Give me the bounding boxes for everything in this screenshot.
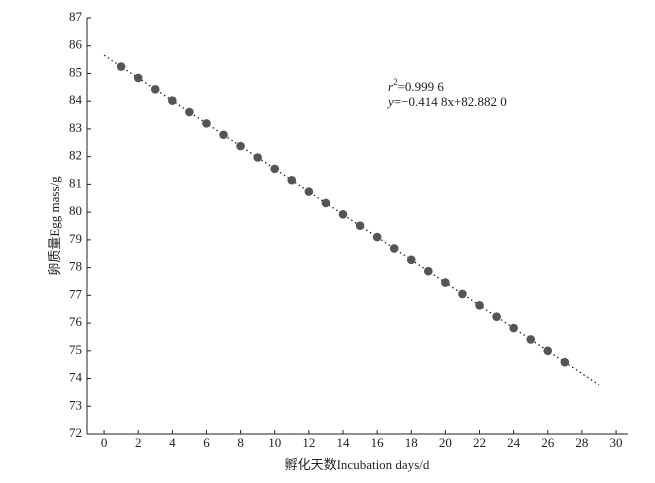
point <box>492 312 501 321</box>
annotation-var: r <box>388 79 394 94</box>
x-tick-label: 26 <box>541 435 555 450</box>
y-tick-label: 85 <box>69 64 82 79</box>
point <box>116 62 126 71</box>
point <box>543 346 553 356</box>
x-axis-label: 孵化天数Incubation days/d <box>285 457 430 472</box>
point <box>304 187 314 196</box>
x-tick-label: 16 <box>371 435 385 450</box>
annotation-var: y <box>386 94 394 109</box>
point <box>321 198 331 208</box>
y-tick-label: 79 <box>69 231 82 246</box>
point <box>236 141 245 151</box>
point <box>202 119 211 128</box>
point <box>219 130 228 140</box>
y-tick-label: 77 <box>69 286 83 301</box>
y-tick-label: 74 <box>69 370 83 385</box>
point <box>372 232 382 242</box>
x-tick-label: 0 <box>101 435 108 450</box>
point <box>441 278 450 287</box>
point <box>287 175 297 185</box>
annotation-equation: y=−0.414 8x+82.882 0 <box>386 94 507 109</box>
y-tick-label: 86 <box>69 37 83 52</box>
point <box>133 73 143 83</box>
x-tick-label: 20 <box>439 435 452 450</box>
point <box>560 357 570 367</box>
y-tick-label: 73 <box>69 397 82 412</box>
point <box>475 301 484 310</box>
x-tick-label: 6 <box>203 435 210 450</box>
y-tick-label: 75 <box>69 342 82 357</box>
y-tick-label: 81 <box>69 175 82 190</box>
x-tick-label: 24 <box>507 435 521 450</box>
x-tick-label: 28 <box>575 435 588 450</box>
point <box>509 323 518 333</box>
point <box>424 266 433 276</box>
y-tick-label: 76 <box>69 314 83 329</box>
point <box>185 107 194 117</box>
annotation-text: =−0.414 8x+82.882 0 <box>394 94 507 109</box>
point <box>458 289 467 299</box>
y-tick-label: 80 <box>69 203 82 218</box>
point <box>168 96 177 105</box>
point <box>406 255 416 265</box>
x-tick-label: 12 <box>302 435 315 450</box>
annotation-r2: r2=0.999 6 <box>388 77 444 94</box>
point <box>355 221 365 231</box>
x-tick-label: 18 <box>405 435 418 450</box>
point <box>526 335 536 344</box>
y-tick-label: 87 <box>69 9 83 24</box>
x-tick-label: 10 <box>268 435 281 450</box>
trendline <box>103 54 600 386</box>
x-tick-label: 2 <box>135 435 142 450</box>
y-tick-label: 78 <box>69 259 82 274</box>
annotation-text: =0.999 6 <box>398 79 445 94</box>
point <box>270 164 280 174</box>
point <box>253 153 262 162</box>
y-tick-label: 82 <box>69 148 82 163</box>
x-tick-label: 30 <box>610 435 623 450</box>
point <box>150 84 160 94</box>
y-axis-label: 卵质量Egg mass/g <box>47 176 62 276</box>
y-tick-label: 83 <box>69 120 82 135</box>
x-tick-label: 8 <box>237 435 244 450</box>
x-tick-label: 4 <box>169 435 176 450</box>
point <box>389 244 399 253</box>
annotation-sup: 2 <box>393 77 398 87</box>
y-tick-label: 72 <box>69 425 82 440</box>
x-tick-label: 14 <box>336 435 350 450</box>
y-tick-label: 84 <box>69 92 83 107</box>
point <box>338 210 348 219</box>
x-tick-label: 22 <box>473 435 486 450</box>
